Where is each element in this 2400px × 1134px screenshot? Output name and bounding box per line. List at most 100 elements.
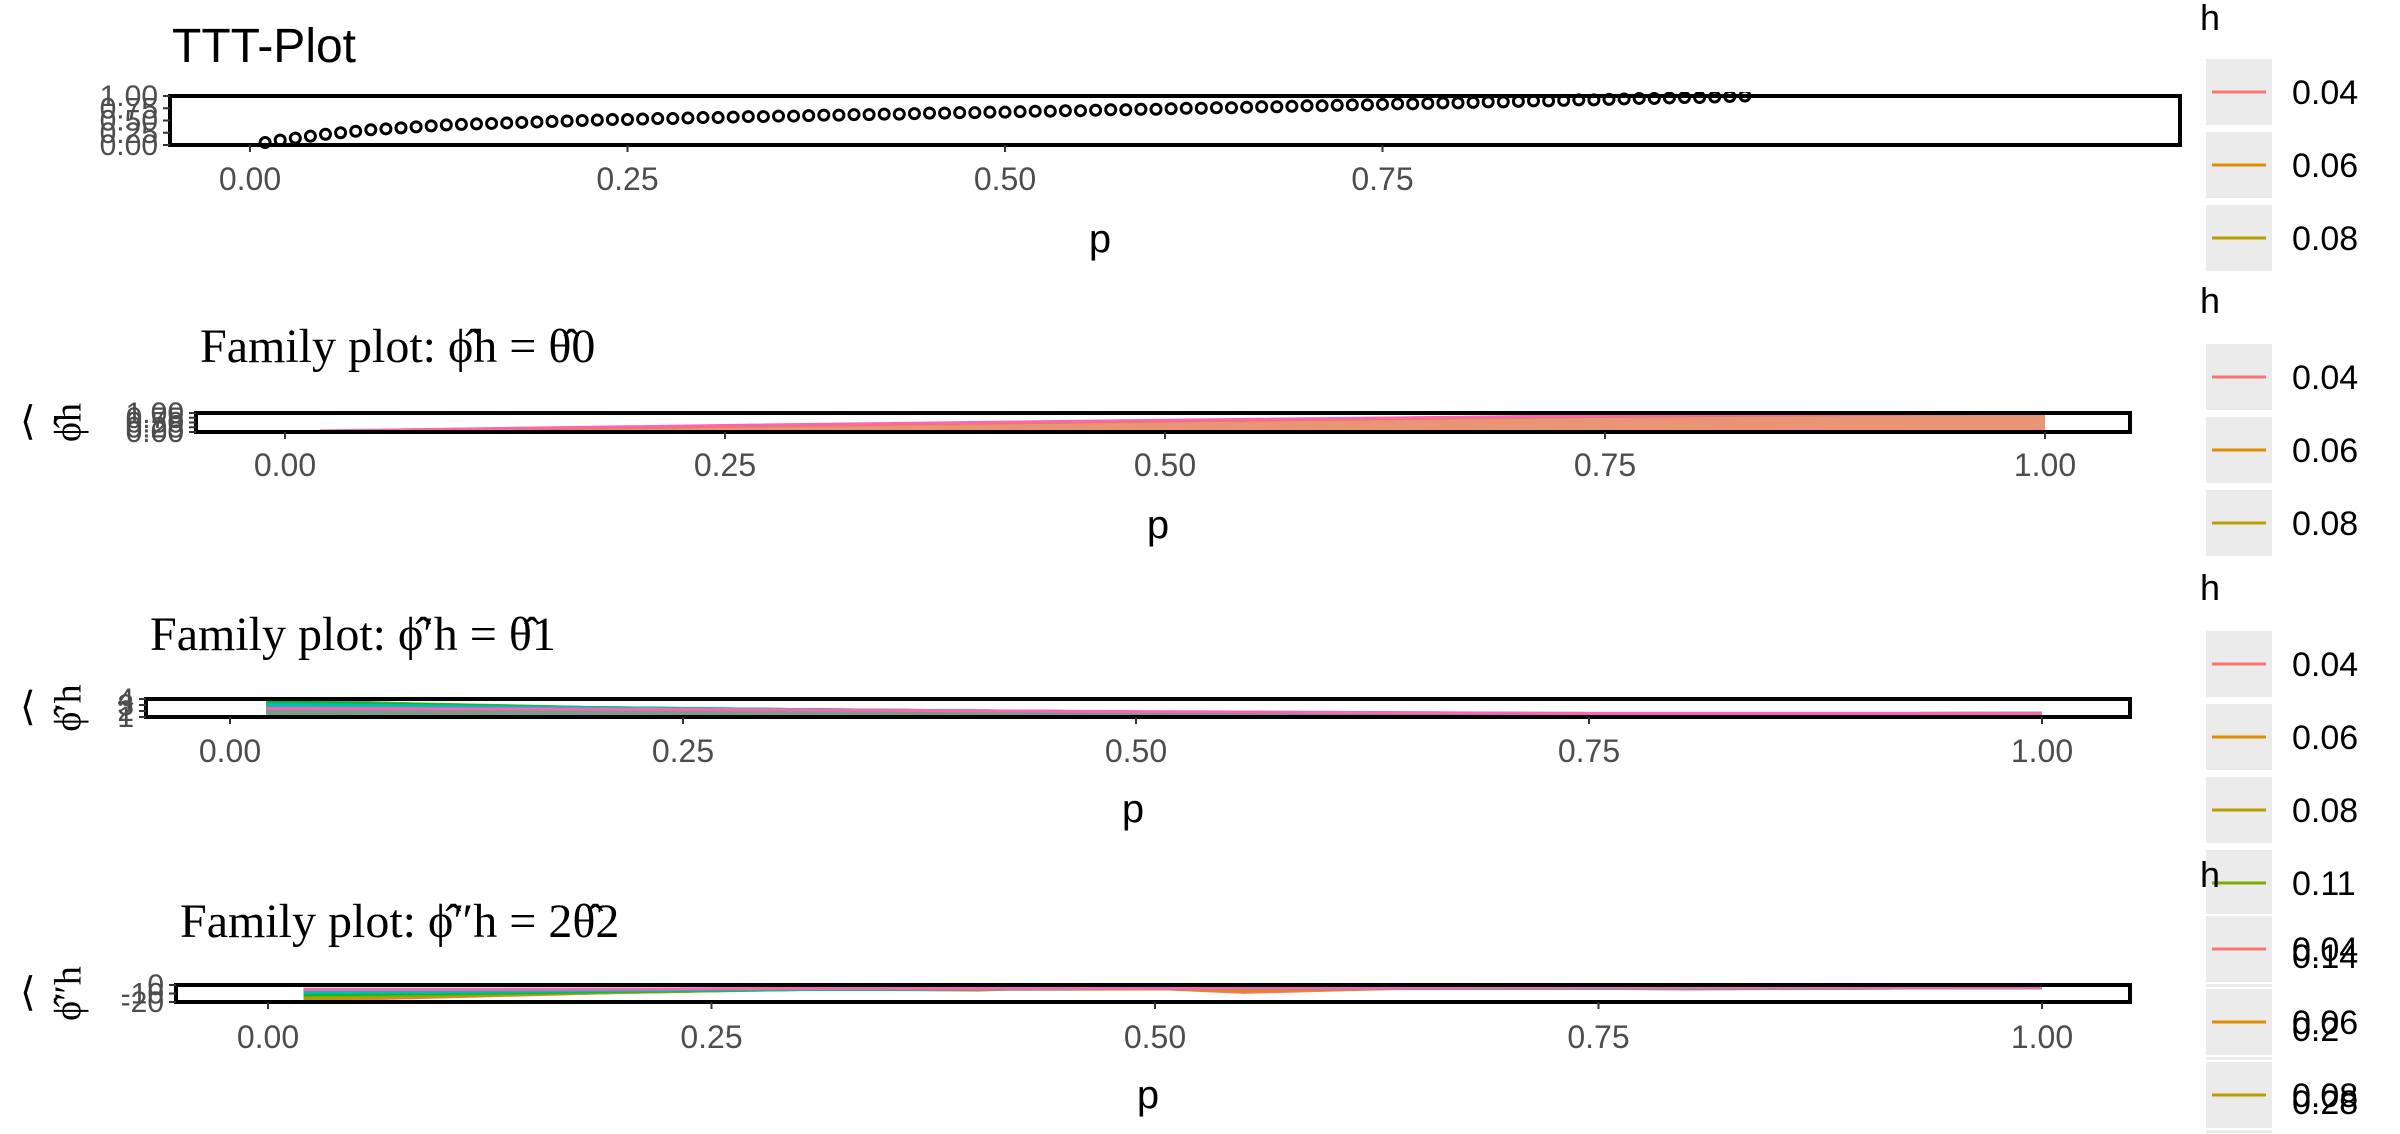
series-area (320, 413, 2046, 432)
data-point (1194, 101, 1208, 115)
data-point (1451, 96, 1465, 110)
data-point (666, 112, 680, 126)
legend-label: 0.06 (2292, 147, 2358, 185)
legend-title: h (2200, 280, 2220, 321)
data-point (636, 112, 650, 126)
data-point (923, 106, 936, 120)
legend-label: 0.04 (2292, 931, 2358, 969)
x-tick-label: 0.50 (1134, 447, 1196, 483)
data-point (349, 124, 363, 138)
data-point (787, 109, 801, 123)
x-tick-label: 0.75 (1567, 1019, 1629, 1055)
series-area (266, 701, 2043, 717)
legend-label: 0.06 (2292, 719, 2358, 757)
y-tick-label: 0.00 (100, 129, 158, 162)
data-point (319, 127, 332, 141)
data-point (1647, 92, 1661, 105)
y-axis-label-bracket: ⟨ (20, 971, 36, 1015)
series-line (266, 706, 2042, 715)
legend-label: 0.2 (2292, 1011, 2339, 1049)
data-point (832, 108, 846, 122)
y-tick-label: 1.00 (126, 397, 184, 430)
y-tick-label: 0.50 (100, 105, 158, 138)
x-tick-label: 0.50 (974, 161, 1036, 197)
x-tick-label: 1.00 (2011, 733, 2073, 769)
legend-label: 0.14 (2292, 938, 2358, 976)
data-point (802, 109, 816, 123)
data-point (1315, 99, 1329, 113)
data-point (1391, 97, 1405, 111)
data-point (1617, 92, 1631, 106)
y-tick-label: 0.25 (126, 411, 184, 444)
data-point (1134, 102, 1148, 116)
data-point (1421, 96, 1435, 110)
y-tick-label: 0.25 (100, 117, 158, 150)
x-axis-label: p (1122, 787, 1144, 831)
data-point (741, 110, 755, 124)
data-point (485, 116, 499, 130)
data-point (1209, 101, 1223, 115)
legend-label: 0.08 (2292, 792, 2358, 830)
legend-label: 0.06 (2292, 432, 2358, 470)
data-point (470, 117, 483, 131)
data-point (1058, 104, 1072, 118)
data-point (303, 129, 317, 143)
legend-title: h (2200, 567, 2220, 608)
data-point (454, 117, 468, 131)
y-tick-label: 0.75 (126, 402, 184, 435)
panel-title: TTT-Plot (172, 20, 356, 73)
legend-label: 0.08 (2292, 505, 2358, 543)
legend-label: 0.08 (2292, 1077, 2358, 1115)
x-tick-label: 0.00 (199, 733, 261, 769)
data-point (862, 108, 876, 122)
legend-2: h 0.04 0.06 0.08 (2200, 280, 2358, 558)
panel-2: 0.00 0.25 0.50 0.75 1.00p0.000.250.500.751.0… (20, 320, 2132, 547)
data-point (394, 121, 408, 135)
data-point (575, 114, 589, 127)
x-tick-label: 0.25 (680, 1019, 742, 1055)
x-tick-label: 0.75 (1558, 733, 1620, 769)
y-tick-label: -20 (121, 986, 164, 1019)
data-point (983, 105, 997, 119)
data-point (1013, 105, 1027, 119)
data-point (1255, 100, 1269, 114)
data-point (560, 114, 574, 128)
legend-label: 0.04 (2292, 74, 2358, 112)
data-point (1043, 104, 1057, 118)
x-axis-label: p (1137, 1073, 1159, 1117)
y-tick-label: 0.50 (126, 407, 184, 440)
series-area (266, 704, 2043, 717)
panel-border (144, 697, 2132, 719)
data-point (892, 107, 906, 121)
data-point (1270, 100, 1284, 114)
data-point (364, 123, 378, 137)
data-point (1164, 102, 1178, 116)
x-axis-label: p (1147, 503, 1169, 547)
x-axis-label: p (1089, 217, 1111, 261)
y-tick-label: 0.75 (100, 92, 158, 125)
data-point (1225, 101, 1238, 115)
data-point (530, 115, 544, 129)
data-point (968, 106, 982, 120)
y-tick-label: 0.00 (126, 416, 184, 449)
series-area (266, 700, 2043, 717)
x-tick-label: 0.50 (1105, 733, 1167, 769)
legend-title: h (2200, 0, 2220, 38)
y-axis-label: ϕ̂h (48, 403, 90, 442)
data-point (1466, 95, 1480, 109)
series-area (320, 413, 2046, 432)
x-tick-label: 0.00 (237, 1019, 299, 1055)
data-point (651, 112, 665, 126)
data-point (1360, 98, 1374, 112)
data-point (1632, 92, 1646, 105)
panel-1: 0.00 0.25 0.50 0.75p0.000.250.500.751.00TTT… (100, 20, 2182, 261)
data-point (1285, 99, 1299, 113)
x-tick-label: 0.75 (1351, 161, 1413, 197)
series-area (266, 700, 2043, 717)
data-point (1300, 99, 1314, 113)
data-point (681, 111, 695, 125)
data-point (545, 114, 559, 128)
data-point (258, 136, 272, 149)
data-point (1436, 96, 1450, 110)
